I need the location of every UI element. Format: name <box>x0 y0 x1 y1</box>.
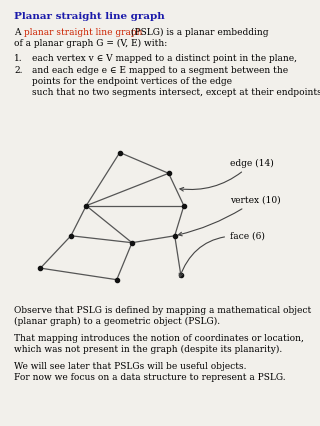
Text: We will see later that PSLGs will be useful objects.: We will see later that PSLGs will be use… <box>14 362 246 371</box>
Text: and each edge e ∈ E mapped to a segment between the: and each edge e ∈ E mapped to a segment … <box>32 66 288 75</box>
Text: points for the endpoint vertices of the edge: points for the endpoint vertices of the … <box>32 77 232 86</box>
Text: Observe that PSLG is defined by mapping a mathematical object: Observe that PSLG is defined by mapping … <box>14 306 311 315</box>
Text: face (6): face (6) <box>179 232 265 277</box>
Text: 1.: 1. <box>14 54 23 63</box>
Text: planar straight line graph: planar straight line graph <box>24 28 142 37</box>
Text: That mapping introduces the notion of coordinates or location,: That mapping introduces the notion of co… <box>14 334 304 343</box>
Text: (PSLG) is a planar embedding: (PSLG) is a planar embedding <box>128 28 268 37</box>
Text: edge (14): edge (14) <box>180 158 274 191</box>
Text: of a planar graph G = (V, E) with:: of a planar graph G = (V, E) with: <box>14 39 167 48</box>
Text: 2.: 2. <box>14 66 22 75</box>
Text: vertex (10): vertex (10) <box>178 196 281 236</box>
Text: which was not present in the graph (despite its planarity).: which was not present in the graph (desp… <box>14 345 282 354</box>
Text: (planar graph) to a geometric object (PSLG).: (planar graph) to a geometric object (PS… <box>14 317 220 326</box>
Text: such that no two segments intersect, except at their endpoints.: such that no two segments intersect, exc… <box>32 88 320 97</box>
Text: For now we focus on a data structure to represent a PSLG.: For now we focus on a data structure to … <box>14 373 286 382</box>
Text: Planar straight line graph: Planar straight line graph <box>14 12 165 21</box>
Text: A: A <box>14 28 23 37</box>
Text: each vertex v ∈ V mapped to a distinct point in the plane,: each vertex v ∈ V mapped to a distinct p… <box>32 54 297 63</box>
